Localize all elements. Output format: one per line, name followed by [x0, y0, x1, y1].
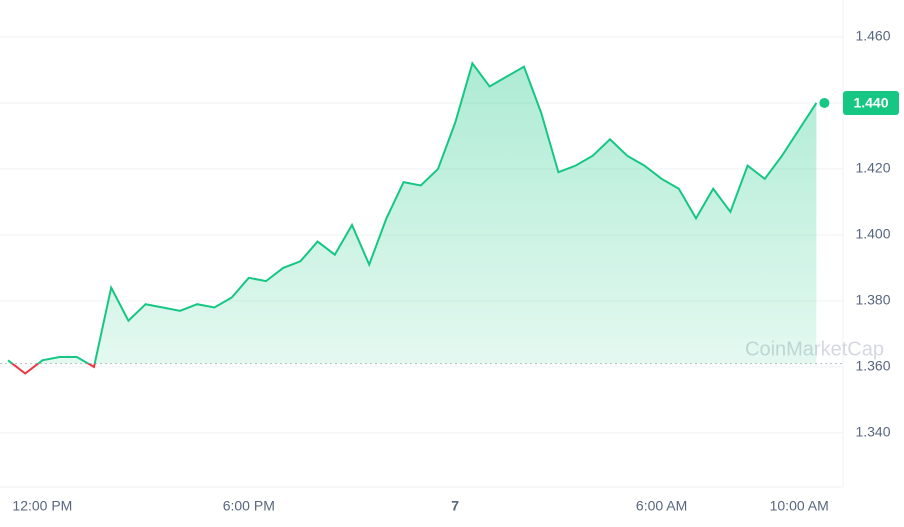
y-tick-label: 1.420 — [855, 160, 890, 176]
x-tick-label: 6:00 AM — [636, 498, 687, 514]
current-price-label: 1.440 — [853, 95, 888, 111]
y-tick-label: 1.360 — [855, 358, 890, 374]
x-tick-label: 12:00 PM — [12, 498, 72, 514]
y-tick-label: 1.400 — [855, 226, 890, 242]
current-price-box — [843, 90, 899, 115]
y-tick-label: 1.340 — [855, 424, 890, 440]
price-line — [7, 61, 818, 364]
y-tick-label: 1.380 — [855, 292, 890, 308]
y-tick-label: 1.460 — [855, 28, 890, 44]
area — [8, 63, 817, 364]
x-tick-label: 6:00 PM — [223, 498, 275, 514]
x-tick-label: 10:00 AM — [770, 498, 829, 514]
last-point — [819, 97, 830, 108]
x-tick-label: 7 — [451, 498, 459, 514]
